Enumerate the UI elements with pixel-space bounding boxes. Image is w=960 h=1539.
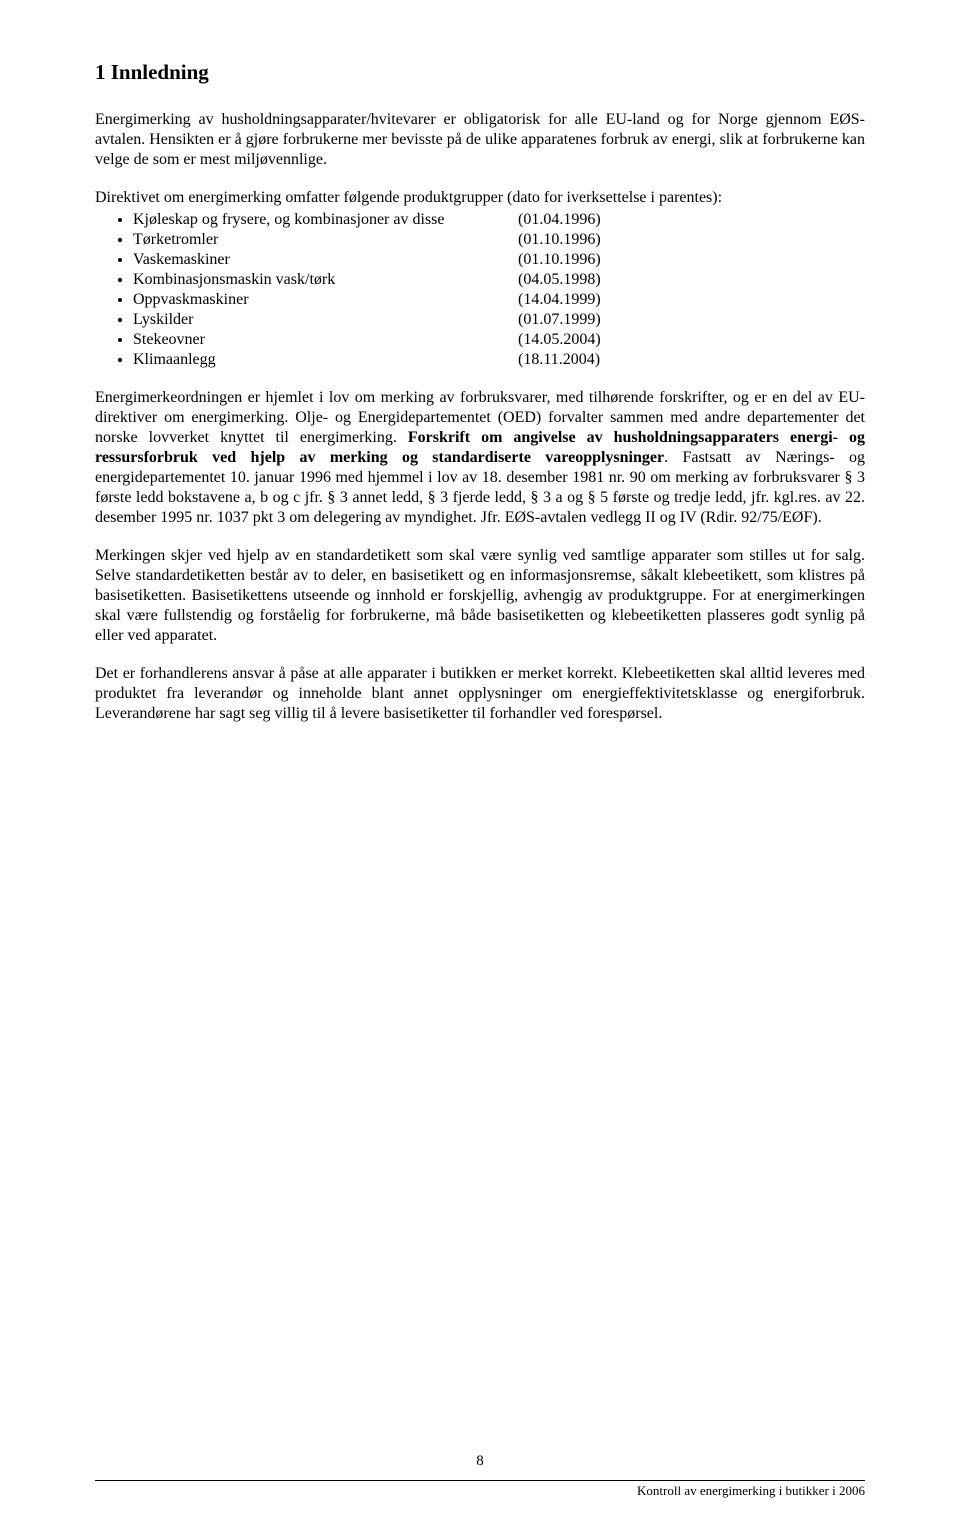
list-item-label: Klimaanlegg — [133, 350, 518, 370]
list-item-label: Tørketromler — [133, 230, 518, 250]
paragraph-1: Energimerking av husholdningsapparater/h… — [95, 110, 865, 170]
list-item-label: Kjøleskap og frysere, og kombinasjoner a… — [133, 210, 518, 230]
paragraph-4: Merkingen skjer ved hjelp av en standard… — [95, 546, 865, 646]
list-item-date: (14.05.2004) — [518, 330, 601, 350]
paragraph-2: Direktivet om energimerking omfatter føl… — [95, 188, 865, 208]
list-item-label: Kombinasjonsmaskin vask/tørk — [133, 270, 518, 290]
list-item: Klimaanlegg(18.11.2004) — [133, 350, 865, 370]
list-item-date: (01.04.1996) — [518, 210, 601, 230]
paragraph-5: Det er forhandlerens ansvar å påse at al… — [95, 664, 865, 724]
list-item-date: (14.04.1999) — [518, 290, 601, 310]
page-heading: 1 Innledning — [95, 60, 865, 85]
list-item: Kjøleskap og frysere, og kombinasjoner a… — [133, 210, 865, 230]
page-number: 8 — [95, 1453, 865, 1470]
list-item-date: (01.07.1999) — [518, 310, 601, 330]
product-list: Kjøleskap og frysere, og kombinasjoner a… — [95, 210, 865, 370]
footer-divider — [95, 1480, 865, 1481]
list-item-date: (01.10.1996) — [518, 250, 601, 270]
list-item-label: Lyskilder — [133, 310, 518, 330]
list-item-date: (04.05.1998) — [518, 270, 601, 290]
list-item: Kombinasjonsmaskin vask/tørk(04.05.1998) — [133, 270, 865, 290]
list-item-label: Oppvaskmaskiner — [133, 290, 518, 310]
list-item: Tørketromler(01.10.1996) — [133, 230, 865, 250]
list-item-label: Stekeovner — [133, 330, 518, 350]
list-item: Vaskemaskiner(01.10.1996) — [133, 250, 865, 270]
list-item: Lyskilder(01.07.1999) — [133, 310, 865, 330]
list-item-date: (01.10.1996) — [518, 230, 601, 250]
paragraph-3: Energimerkeordningen er hjemlet i lov om… — [95, 388, 865, 528]
page-footer: 8 Kontroll av energimerking i butikker i… — [95, 1453, 865, 1499]
document-page: 1 Innledning Energimerking av husholdnin… — [0, 0, 960, 1539]
list-item: Stekeovner(14.05.2004) — [133, 330, 865, 350]
list-item-date: (18.11.2004) — [518, 350, 600, 370]
list-item: Oppvaskmaskiner(14.04.1999) — [133, 290, 865, 310]
footer-text: Kontroll av energimerking i butikker i 2… — [95, 1483, 865, 1499]
list-item-label: Vaskemaskiner — [133, 250, 518, 270]
